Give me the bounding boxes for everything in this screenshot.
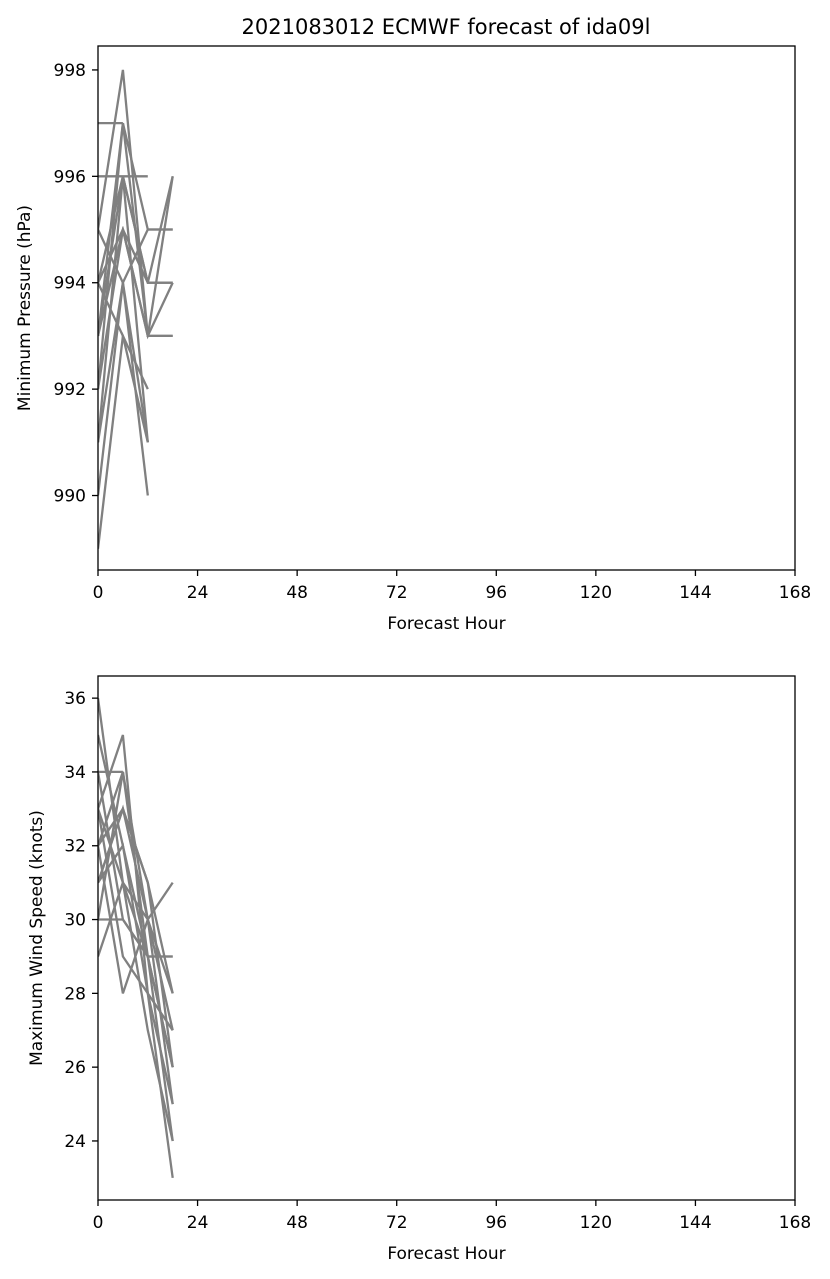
x-tick-label: 48 bbox=[286, 583, 308, 603]
chart-title: 2021083012 ECMWF forecast of ida09l bbox=[242, 15, 651, 39]
y-tick-label: 36 bbox=[64, 689, 86, 709]
y-axis-label: Minimum Pressure (hPa) bbox=[15, 205, 35, 411]
y-tick-label: 996 bbox=[54, 167, 86, 187]
x-tick-label: 24 bbox=[187, 583, 209, 603]
axes-frame bbox=[97, 675, 796, 1201]
y-tick-label: 994 bbox=[54, 274, 86, 294]
series-line-14 bbox=[98, 806, 174, 994]
y-tick-label: 998 bbox=[54, 61, 86, 81]
axes-frame bbox=[97, 45, 796, 571]
x-tick-label: 144 bbox=[679, 583, 711, 603]
x-axis-label: Forecast Hour bbox=[387, 614, 505, 634]
y-tick-label: 990 bbox=[54, 487, 86, 507]
pressure-panel: 0 24 48 72 96 120 144 168 990 992 994 996 998 Forecas… bbox=[15, 45, 811, 634]
series-line-11 bbox=[98, 842, 174, 1105]
y-tick-label: 32 bbox=[64, 837, 86, 857]
x-tick-label: 0 bbox=[93, 1213, 104, 1233]
series-group bbox=[98, 69, 174, 549]
x-tick-label: 120 bbox=[580, 583, 612, 603]
series-line-16 bbox=[98, 804, 174, 1031]
y-tick-label: 30 bbox=[64, 911, 86, 931]
x-tick-label: 96 bbox=[485, 583, 507, 603]
wind-panel: 0 24 48 72 96 120 144 168 24 26 28 30 32 34 36 Forecast… bbox=[27, 675, 811, 1264]
x-tick-label: 144 bbox=[679, 1213, 711, 1233]
series-line-10 bbox=[98, 734, 173, 958]
x-tick-label: 168 bbox=[779, 1213, 811, 1233]
x-tick-label: 96 bbox=[485, 1213, 507, 1233]
series-line-14 bbox=[98, 282, 149, 443]
y-tick-label: 26 bbox=[64, 1058, 86, 1078]
y-tick-label: 28 bbox=[64, 984, 86, 1004]
x-tick-label: 168 bbox=[779, 583, 811, 603]
x-tick-label: 0 bbox=[93, 583, 104, 603]
y-tick-label: 24 bbox=[64, 1132, 86, 1152]
x-axis-label: Forecast Hour bbox=[387, 1244, 505, 1264]
x-tick-label: 24 bbox=[187, 1213, 209, 1233]
y-tick-label: 992 bbox=[54, 380, 86, 400]
y-tick-label: 34 bbox=[64, 763, 86, 783]
y-axis-label: Maximum Wind Speed (knots) bbox=[27, 810, 47, 1066]
series-line-15 bbox=[98, 226, 173, 337]
x-tick-label: 72 bbox=[386, 1213, 408, 1233]
series-group bbox=[98, 697, 174, 1179]
x-tick-label: 120 bbox=[580, 1213, 612, 1233]
series-line-16 bbox=[98, 282, 149, 443]
x-tick-label: 48 bbox=[286, 1213, 308, 1233]
series-line-13 bbox=[98, 122, 173, 390]
x-tick-label: 72 bbox=[386, 583, 408, 603]
series-line-3 bbox=[98, 69, 173, 338]
